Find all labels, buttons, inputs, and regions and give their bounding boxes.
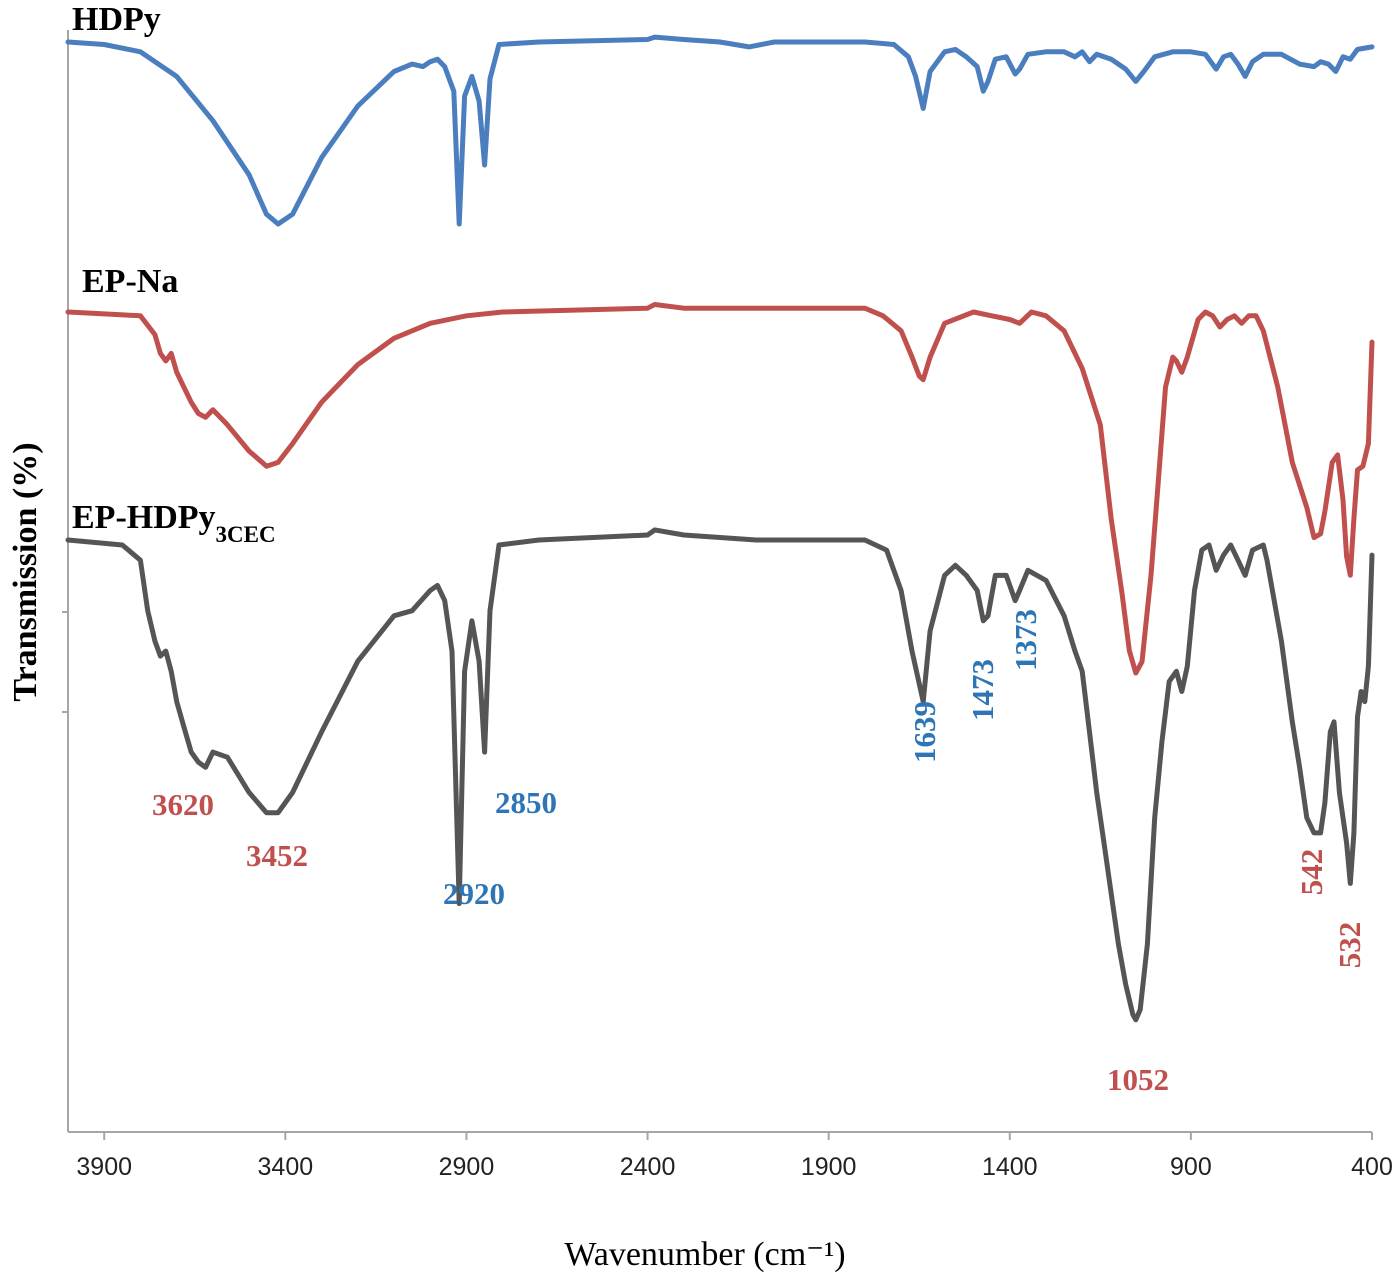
series-label-ep-hdpy3cec-main: EP-HDPy xyxy=(72,499,216,536)
peak-label-1373: 1373 xyxy=(1008,609,1043,671)
peak-label-2920: 2920 xyxy=(443,876,505,911)
series-labels: HDPy EP-Na EP-HDPy3CEC xyxy=(72,1,276,547)
peak-label-532: 532 xyxy=(1332,922,1367,969)
x-tick-label: 3900 xyxy=(76,1153,132,1181)
series-label-hdpy: HDPy xyxy=(72,1,161,38)
x-ticks: 3900 3400 2900 2400 1900 1400 900 400 xyxy=(76,1132,1393,1181)
peak-label-3452: 3452 xyxy=(246,838,308,873)
x-tick-label: 400 xyxy=(1351,1153,1393,1181)
y-axis-label: Transmission (%) xyxy=(7,442,44,701)
x-axis-label: Wavenumber (cm⁻¹) xyxy=(564,1236,845,1273)
series-line-ep-hdpy3cec xyxy=(65,527,1375,1023)
series-layer xyxy=(65,34,1375,1023)
x-tick-label: 1400 xyxy=(982,1153,1038,1181)
x-tick-label: 2400 xyxy=(620,1153,676,1181)
x-tick-label: 900 xyxy=(1170,1153,1212,1181)
series-line-hdpy xyxy=(65,34,1375,227)
x-tick-label: 3400 xyxy=(258,1153,314,1181)
x-tick-label: 1900 xyxy=(801,1153,857,1181)
series-label-ep-hdpy3cec: EP-HDPy3CEC xyxy=(72,499,276,547)
series-label-ep-na: EP-Na xyxy=(82,263,178,300)
peak-label-542: 542 xyxy=(1294,849,1329,896)
series-line-ep-na xyxy=(65,302,1375,676)
peak-label-1473: 1473 xyxy=(965,659,1000,721)
series-label-ep-hdpy3cec-subscript: 3CEC xyxy=(216,522,276,547)
x-tick-label: 2900 xyxy=(439,1153,495,1181)
peak-label-1052: 1052 xyxy=(1107,1062,1169,1097)
peak-label-2850: 2850 xyxy=(495,785,557,820)
peak-label-3620: 3620 xyxy=(152,787,214,822)
peak-label-1639: 1639 xyxy=(907,701,942,763)
